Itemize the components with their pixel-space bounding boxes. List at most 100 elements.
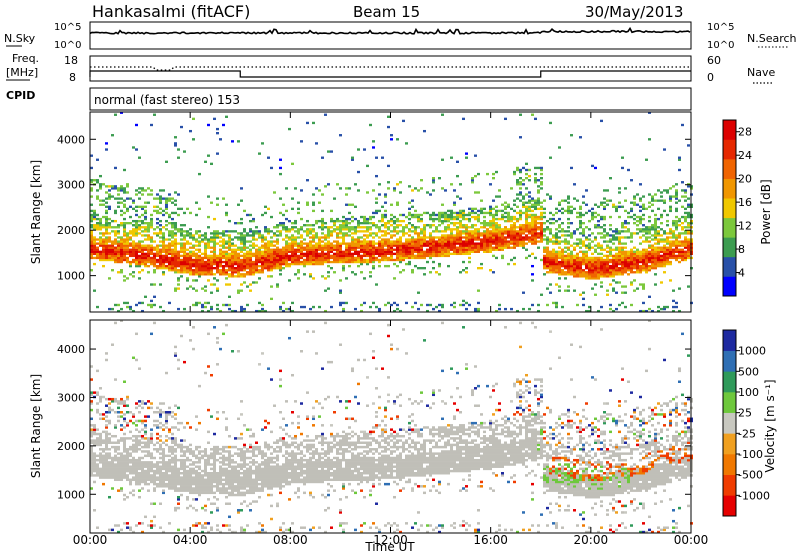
power-cell <box>483 248 486 251</box>
power-cell <box>252 244 255 247</box>
power-cell <box>210 269 213 272</box>
power-cell <box>258 232 261 235</box>
power-cell <box>375 246 378 249</box>
power-cell <box>180 254 183 258</box>
power-cell <box>399 256 402 260</box>
power-cell <box>258 309 261 313</box>
power-cell <box>270 236 273 239</box>
power-cell <box>627 254 630 258</box>
power-cell <box>552 250 555 253</box>
power-cell <box>675 244 678 247</box>
power-cell <box>423 240 426 243</box>
colorbar-swatch <box>723 178 736 199</box>
power-cell <box>612 205 615 208</box>
velocity-cell <box>90 441 93 444</box>
power-cell <box>672 254 675 258</box>
power-cell <box>537 199 540 202</box>
power-cell <box>513 199 516 202</box>
power-cell <box>135 248 138 251</box>
velocity-cell <box>105 415 108 418</box>
velocity-cell <box>132 469 135 473</box>
velocity-cell <box>114 448 117 451</box>
velocity-cell <box>138 489 141 492</box>
power-cell <box>333 228 336 231</box>
power-cell <box>327 275 330 278</box>
power-cell <box>336 183 339 186</box>
power-cell <box>147 236 150 239</box>
power-cell <box>219 256 222 260</box>
power-cell <box>507 217 510 221</box>
power-cell <box>138 205 141 208</box>
power-cell <box>105 224 108 227</box>
power-cell <box>339 291 342 294</box>
power-cell <box>348 252 351 256</box>
colorbar-frame <box>722 119 737 297</box>
power-cell <box>558 256 561 260</box>
power-cell <box>606 234 609 237</box>
power-cell <box>459 219 462 223</box>
power-cell <box>465 236 468 239</box>
power-cell <box>600 271 603 274</box>
power-cell <box>291 222 294 225</box>
power-cell <box>312 250 315 253</box>
power-cell <box>270 269 273 272</box>
power-cell <box>396 248 399 251</box>
power-cell <box>618 254 621 258</box>
power-cell <box>627 250 630 253</box>
power-cell <box>348 234 351 237</box>
power-cell <box>114 187 117 190</box>
power-cell <box>546 226 549 229</box>
power-cell <box>540 224 543 227</box>
power-cell <box>615 258 618 262</box>
power-cell <box>630 234 633 237</box>
power-cell <box>315 252 318 256</box>
power-cell <box>258 246 261 249</box>
power-cell <box>396 242 399 245</box>
power-cell <box>537 191 540 194</box>
power-cell <box>612 269 615 272</box>
power-cell <box>306 224 309 227</box>
power-cell <box>444 189 447 192</box>
power-cell <box>288 244 291 247</box>
velocity-cell <box>117 439 120 442</box>
power-cell <box>90 217 93 221</box>
power-cell <box>432 177 435 180</box>
power-cell <box>600 236 603 239</box>
velocity-cell <box>138 404 141 407</box>
power-cell <box>435 240 438 243</box>
power-cell <box>594 250 597 253</box>
power-cell <box>159 267 162 270</box>
power-cell <box>630 264 633 268</box>
power-cell <box>105 254 108 258</box>
power-cell <box>123 279 126 282</box>
power-cell <box>372 242 375 245</box>
power-cell <box>120 111 123 114</box>
power-cell <box>117 252 120 256</box>
power-cell <box>204 160 207 163</box>
power-cell <box>462 299 465 303</box>
velocity-cell <box>117 452 120 455</box>
power-cell <box>570 264 573 268</box>
power-cell <box>366 240 369 243</box>
power-cell <box>264 211 267 215</box>
power-cell <box>465 242 468 245</box>
power-cell <box>390 240 393 243</box>
power-cell <box>558 254 561 258</box>
power-heatmap-cells <box>90 111 693 313</box>
power-cell <box>570 244 573 247</box>
power-cell <box>639 205 642 208</box>
power-cell <box>408 222 411 225</box>
power-cell <box>243 230 246 233</box>
power-cell <box>474 154 477 157</box>
power-cell <box>189 242 192 245</box>
power-cell <box>489 244 492 247</box>
power-cell <box>468 260 471 264</box>
power-cell <box>183 246 186 249</box>
power-cell <box>492 199 495 202</box>
power-cell <box>276 230 279 233</box>
power-cell <box>675 209 678 213</box>
power-cell <box>627 262 630 266</box>
power-cell <box>420 240 423 243</box>
power-cell <box>561 264 564 268</box>
power-cell <box>219 258 222 262</box>
